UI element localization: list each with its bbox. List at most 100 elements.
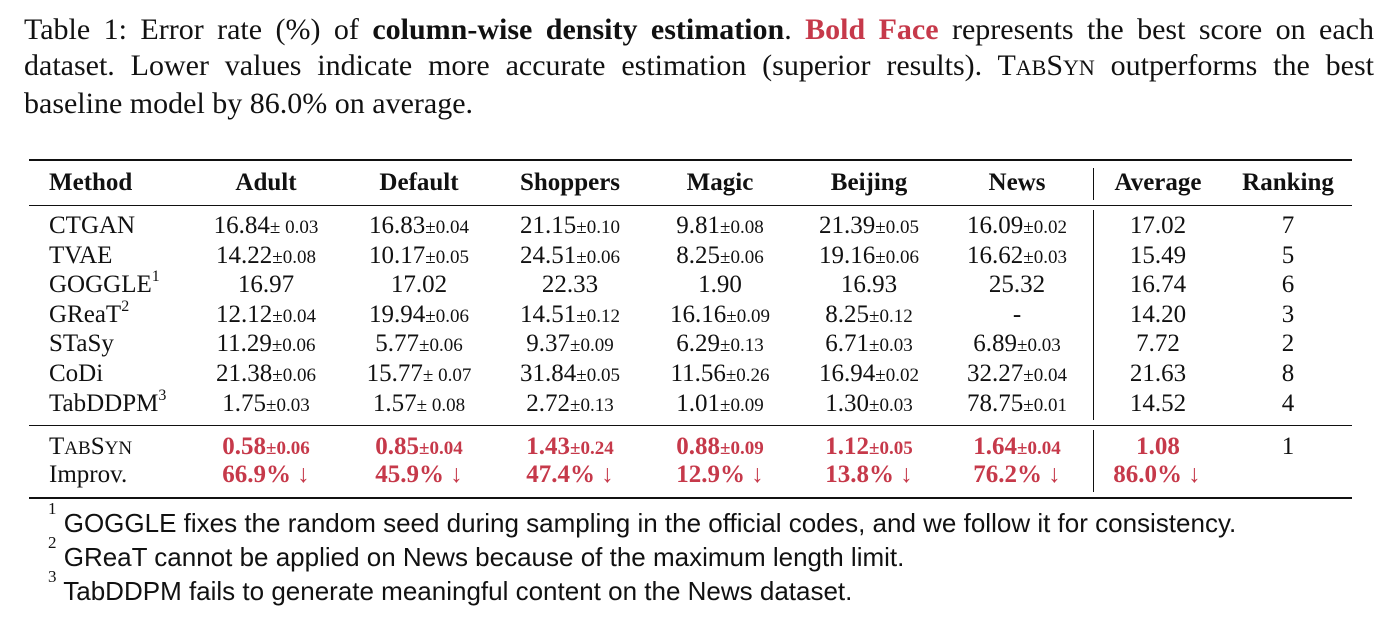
footnote-mark: 3	[48, 567, 57, 587]
cell-value: -	[1012, 301, 1022, 328]
cell-value: 0.88	[676, 433, 721, 460]
table-cell: 16.83±0.04	[369, 211, 469, 243]
cell-std: ±0.03	[1023, 247, 1067, 268]
cell-value: 8.25	[676, 242, 721, 269]
cell-value: 31.84	[520, 360, 577, 387]
caption-tabsyn: AB	[1015, 55, 1047, 80]
cell-std: ±0.12	[576, 306, 620, 327]
table-cell: 1.75±0.03	[222, 389, 309, 421]
ranking-cell: 4	[1281, 390, 1295, 417]
average-cell: 15.49	[1129, 242, 1187, 269]
cell-std: ±0.09	[570, 335, 614, 356]
ranking-cell: 7	[1281, 212, 1295, 239]
cell-std: ±0.09	[720, 395, 764, 416]
cell-value: 22.33	[541, 271, 599, 298]
table-cell: 78.75±0.01	[967, 389, 1067, 421]
table-cell: 9.81±0.08	[676, 211, 763, 243]
table-cell: 8.25±0.06	[676, 241, 763, 273]
cell-value: 8.25	[825, 301, 870, 328]
cell-value: 11.29	[216, 330, 272, 357]
cell-std: ±0.05	[875, 217, 919, 238]
average-improvement-cell: 86.0% ↓	[1113, 461, 1201, 488]
table-cell: 19.94±0.06	[369, 300, 469, 332]
table-cell: 14.51±0.12	[520, 300, 620, 332]
ranking-cell: 5	[1281, 242, 1295, 269]
table-cell: 16.84± 0.03	[214, 211, 319, 243]
caption-text: .	[784, 13, 806, 46]
cell-std: ±0.24	[570, 438, 614, 459]
improvement-cell: 66.9% ↓	[222, 461, 310, 488]
cell-value: 9.37	[526, 330, 571, 357]
cell-std: ±0.09	[720, 438, 764, 459]
method-label: TabDDPM	[49, 390, 159, 417]
cell-std: ±0.05	[425, 247, 469, 268]
table-cell: 11.56±0.26	[670, 359, 769, 391]
footnote-text: GOGGLE fixes the random seed during samp…	[56, 508, 1237, 538]
method-label: S	[90, 433, 105, 460]
cell-value: 0.85	[375, 433, 420, 460]
cell-value: 14.51	[520, 301, 577, 328]
column-header-default: Default	[379, 169, 459, 196]
cell-value: 16.16	[670, 301, 727, 328]
table-cell: 16.62±0.03	[967, 241, 1067, 273]
table-cell: 6.89±0.03	[973, 329, 1060, 361]
cell-std: ±0.09	[726, 306, 770, 327]
cell-std: ±0.13	[570, 395, 614, 416]
best-cell: 1.64±0.04	[973, 432, 1060, 464]
table-cell: 1.01±0.09	[676, 389, 763, 421]
method-label: TVAE	[49, 242, 113, 269]
caption-label: Table 1: Error rate (%) of	[24, 13, 373, 46]
footnote-marker: 2	[121, 297, 130, 315]
average-cell: 17.02	[1129, 212, 1187, 239]
method-name: TVAE	[49, 241, 112, 271]
cell-std: ± 0.08	[416, 395, 466, 416]
table-cell: -	[1013, 300, 1021, 330]
top-rule	[29, 159, 1352, 161]
cell-std: ±0.03	[1017, 335, 1061, 356]
cell-value: 9.81	[676, 212, 721, 239]
method-label: YN	[104, 438, 133, 459]
average-cell: 14.52	[1129, 390, 1187, 417]
improvement-cell: 13.8% ↓	[825, 461, 913, 488]
method-label: T	[49, 433, 65, 460]
cell-value: 21.39	[819, 212, 876, 239]
cell-std: ±0.06	[266, 438, 310, 459]
footnote-mark: 1	[48, 499, 57, 519]
caption-tabsyn: S	[1046, 49, 1064, 82]
best-cell: 0.85±0.04	[375, 432, 462, 464]
method-name-improv: Improv.	[49, 461, 128, 488]
table-cell: 1.57± 0.08	[373, 389, 465, 421]
method-label: STaSy	[49, 330, 114, 357]
table-cell: 1.90	[698, 270, 742, 300]
cell-value: 14.22	[216, 242, 273, 269]
column-header-news: News	[988, 169, 1046, 196]
table-cell: 19.16±0.06	[819, 241, 919, 273]
table-cell: 2.72±0.13	[526, 389, 613, 421]
column-header-adult: Adult	[235, 169, 297, 196]
cell-std: ±0.05	[869, 438, 913, 459]
cell-std: ±0.26	[725, 365, 770, 386]
method-name: GOGGLE1	[49, 268, 160, 300]
cell-value: 1.30	[825, 390, 870, 417]
method-label: AB	[64, 438, 91, 459]
cell-value: 21.15	[520, 212, 577, 239]
footnote-2: 2 GReaT cannot be applied on News becaus…	[48, 534, 904, 573]
bottom-rule	[29, 497, 1352, 499]
cell-value: 10.17	[369, 242, 426, 269]
caption-tabsyn: T	[997, 49, 1016, 82]
cell-value: 16.93	[840, 271, 898, 298]
method-label: GReaT	[49, 301, 122, 328]
footnote-3: 3 TabDDPM fails to generate meaningful c…	[48, 568, 852, 607]
cell-value: 78.75	[967, 390, 1024, 417]
column-header-average: Average	[1114, 169, 1202, 196]
cell-std: ± 0.03	[269, 217, 319, 238]
ranking-cell: 8	[1281, 360, 1295, 387]
cell-value: 17.02	[390, 271, 448, 298]
cell-value: 19.16	[819, 242, 876, 269]
average-cell: 14.20	[1129, 301, 1187, 328]
table-cell: 21.39±0.05	[819, 211, 919, 243]
average-cell: 7.72	[1136, 330, 1180, 357]
cell-value: 24.51	[520, 242, 577, 269]
cell-std: ±0.04	[419, 438, 463, 459]
method-name: STaSy	[49, 329, 114, 359]
